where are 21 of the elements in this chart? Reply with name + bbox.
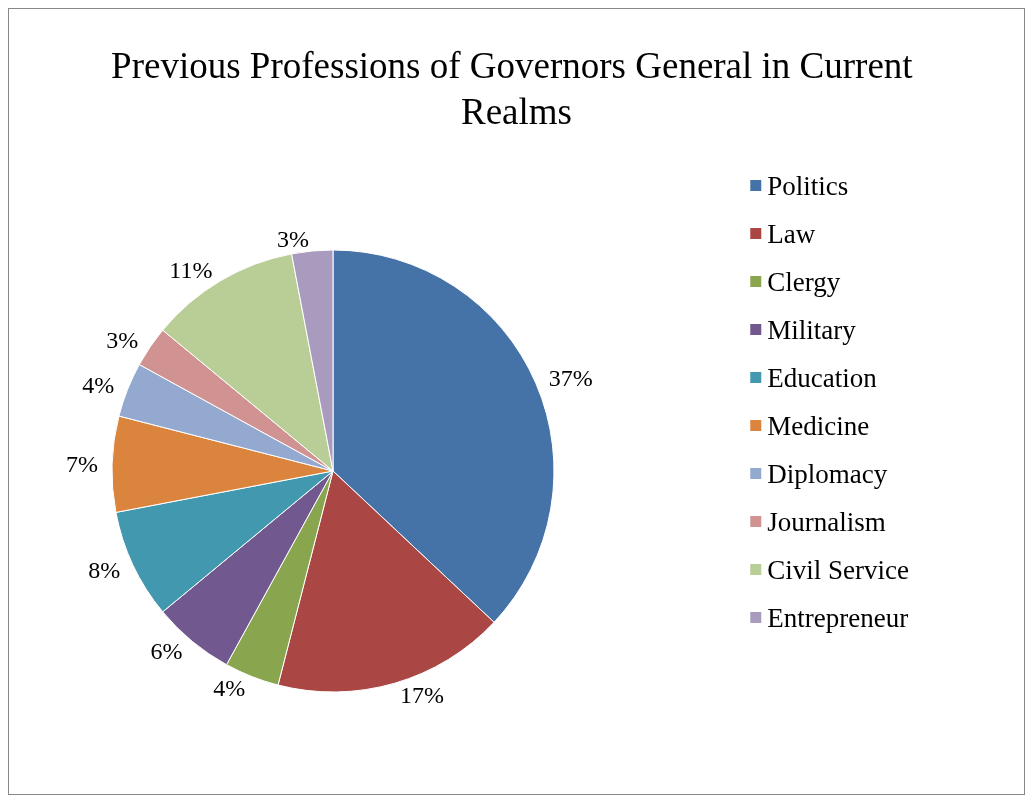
data-label: 3%	[106, 327, 139, 354]
data-label: 11%	[169, 257, 213, 284]
data-label: 8%	[88, 557, 121, 584]
legend-label: Medicine	[767, 410, 870, 441]
legend-label: Entrepreneur	[767, 602, 909, 633]
legend-label: Education	[767, 362, 878, 393]
data-label: 37%	[548, 365, 593, 392]
legend-label: Law	[767, 218, 816, 249]
data-label: 4%	[213, 674, 246, 701]
data-label: 6%	[150, 637, 183, 664]
data-label: 17%	[400, 681, 444, 708]
chart-title: Previous Professions of Governors General in Current Realms	[111, 44, 922, 132]
legend-label: Military	[767, 314, 857, 345]
data-label: 3%	[277, 226, 310, 253]
data-label: 4%	[82, 372, 115, 399]
legend-label: Politics	[767, 170, 849, 201]
legend-label: Civil Service	[767, 554, 910, 585]
legend-label: Clergy	[767, 266, 841, 297]
legend-label: Diplomacy	[767, 458, 888, 489]
legend-label: Journalism	[767, 506, 886, 537]
data-label: 7%	[66, 450, 99, 477]
